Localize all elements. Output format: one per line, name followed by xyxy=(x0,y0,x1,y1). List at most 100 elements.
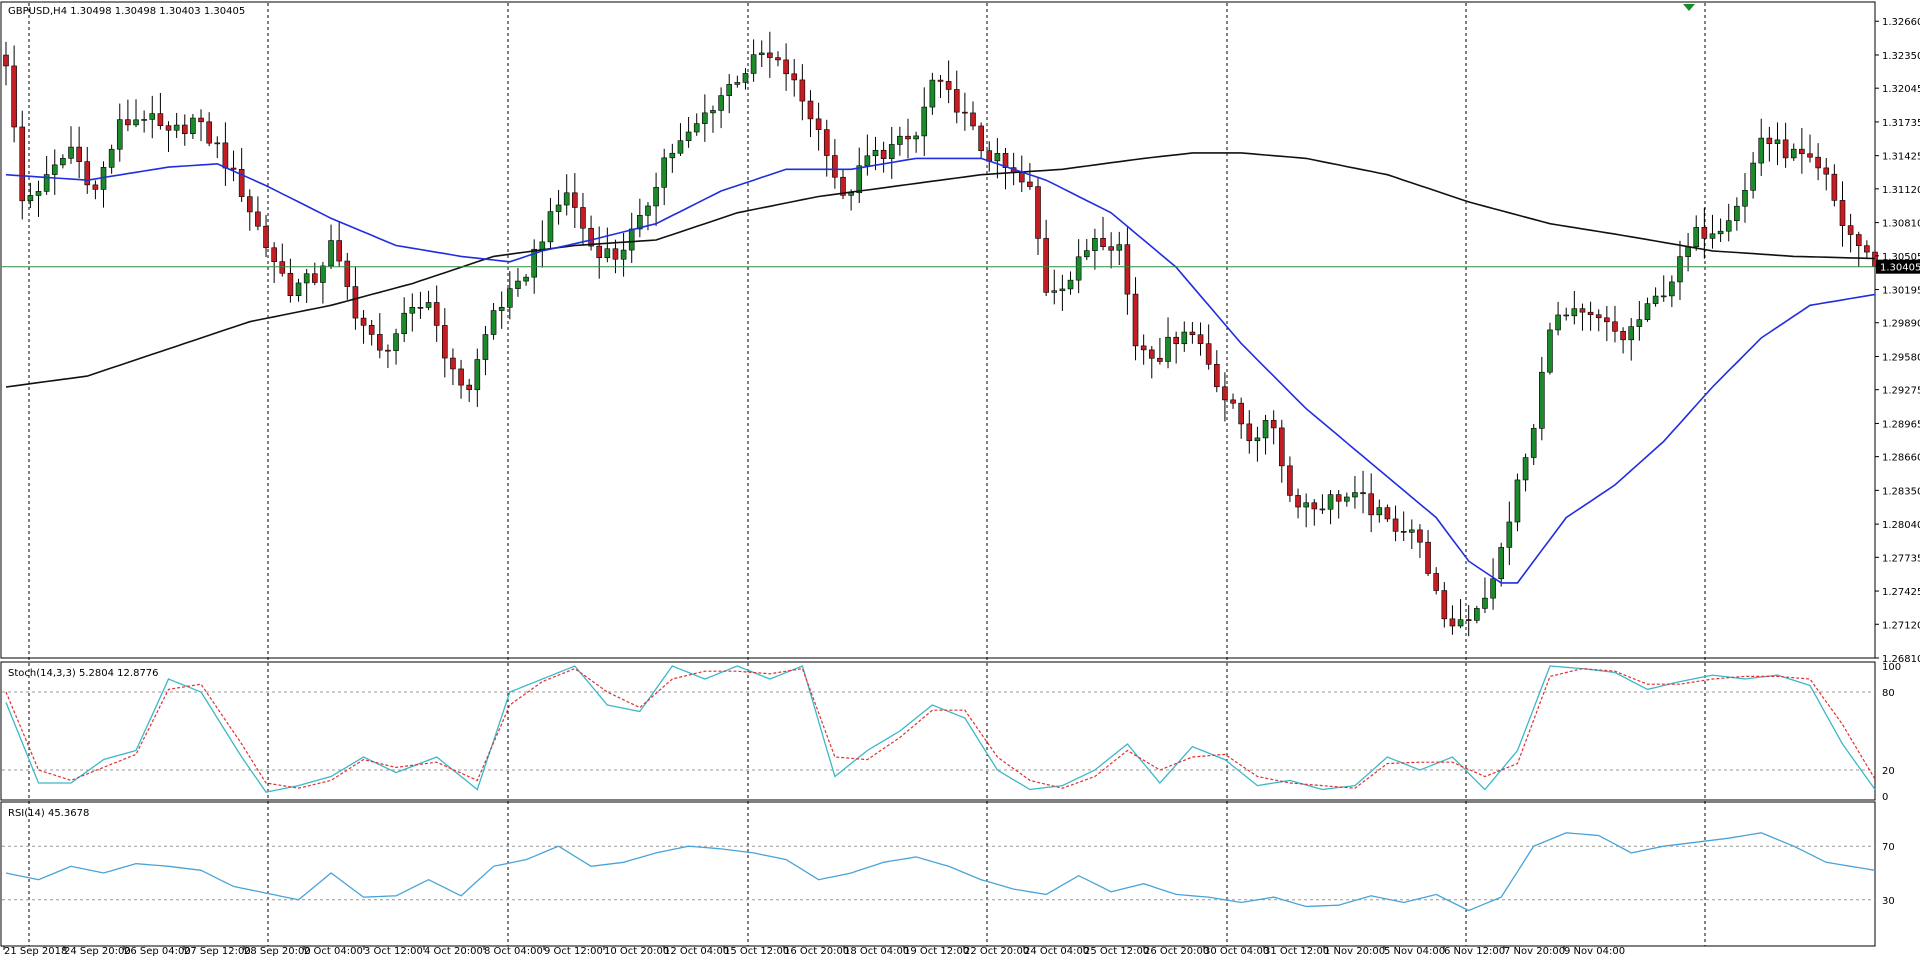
candlestick[interactable] xyxy=(1449,605,1456,635)
candlestick[interactable] xyxy=(442,308,448,378)
candlestick[interactable] xyxy=(620,232,627,277)
candlestick[interactable] xyxy=(1774,122,1781,166)
candlestick[interactable] xyxy=(905,118,911,159)
candlestick[interactable] xyxy=(271,242,277,283)
candlestick[interactable] xyxy=(1213,350,1220,393)
candlestick[interactable] xyxy=(1392,505,1399,542)
candlestick[interactable] xyxy=(1043,219,1049,296)
candlestick[interactable] xyxy=(1815,143,1821,181)
candlestick[interactable] xyxy=(1652,287,1659,307)
candlestick[interactable] xyxy=(823,119,830,177)
candlestick[interactable] xyxy=(1287,456,1293,503)
candlestick[interactable] xyxy=(693,113,700,136)
candlestick[interactable] xyxy=(775,51,781,67)
candlestick[interactable] xyxy=(953,70,960,124)
candlestick[interactable] xyxy=(1539,356,1545,441)
candlestick[interactable] xyxy=(840,169,846,200)
candlestick[interactable] xyxy=(157,93,164,130)
candlestick[interactable] xyxy=(572,173,578,228)
candlestick[interactable] xyxy=(385,344,391,369)
candlestick[interactable] xyxy=(1587,301,1594,331)
candlestick[interactable] xyxy=(336,222,342,267)
candlestick[interactable] xyxy=(1758,118,1765,177)
candlestick[interactable] xyxy=(482,325,489,376)
candlestick[interactable] xyxy=(604,227,611,263)
candlestick[interactable] xyxy=(1319,494,1326,514)
candlestick[interactable] xyxy=(433,285,440,342)
candlestick[interactable] xyxy=(1327,490,1334,525)
candlestick[interactable] xyxy=(3,41,9,86)
candlestick[interactable] xyxy=(1303,493,1309,528)
candlestick[interactable] xyxy=(1750,152,1756,199)
candlestick[interactable] xyxy=(43,156,50,195)
candlestick[interactable] xyxy=(246,189,253,231)
candlestick[interactable] xyxy=(1148,346,1155,379)
candlestick[interactable] xyxy=(547,197,554,250)
candlestick[interactable] xyxy=(1831,164,1838,207)
candlestick[interactable] xyxy=(1620,327,1626,354)
candlestick[interactable] xyxy=(1522,453,1529,492)
candlestick[interactable] xyxy=(1051,269,1058,305)
candlestick[interactable] xyxy=(897,126,903,156)
candlestick[interactable] xyxy=(1823,158,1830,191)
candlestick[interactable] xyxy=(1693,215,1700,251)
candlestick[interactable] xyxy=(19,110,26,220)
candlestick[interactable] xyxy=(1124,227,1131,315)
candlestick[interactable] xyxy=(230,150,237,182)
candlestick[interactable] xyxy=(1059,274,1066,311)
candlestick[interactable] xyxy=(970,101,976,131)
candlestick[interactable] xyxy=(1709,214,1716,249)
candlestick[interactable] xyxy=(1092,228,1098,270)
candlestick[interactable] xyxy=(1790,143,1797,161)
candlestick[interactable] xyxy=(1157,337,1163,365)
candlestick[interactable] xyxy=(141,110,147,133)
candlestick[interactable] xyxy=(685,117,692,148)
candlestick[interactable] xyxy=(1400,511,1407,542)
candlestick[interactable] xyxy=(1847,213,1854,253)
candlestick[interactable] xyxy=(287,258,294,303)
candlestick[interactable] xyxy=(133,99,139,128)
candlestick[interactable] xyxy=(515,268,521,297)
candlestick[interactable] xyxy=(1311,499,1318,526)
candlestick[interactable] xyxy=(1197,322,1204,356)
candlestick[interactable] xyxy=(1409,519,1415,549)
rsi-panel[interactable] xyxy=(5,832,1876,912)
candlestick[interactable] xyxy=(1465,605,1472,637)
candlestick[interactable] xyxy=(864,134,871,176)
candlestick[interactable] xyxy=(1514,473,1521,532)
candlestick[interactable] xyxy=(815,102,822,151)
price-panel[interactable] xyxy=(2,31,1878,637)
candlestick[interactable] xyxy=(1644,297,1651,322)
candlestick[interactable] xyxy=(425,290,432,311)
candlestick[interactable] xyxy=(1002,147,1009,190)
candlestick[interactable] xyxy=(490,303,497,340)
candlestick[interactable] xyxy=(1238,397,1244,439)
candlestick[interactable] xyxy=(35,180,42,217)
candlestick[interactable] xyxy=(116,103,123,162)
candlestick[interactable] xyxy=(108,144,115,174)
candlestick[interactable] xyxy=(1181,321,1188,352)
candlestick[interactable] xyxy=(929,72,936,115)
candlestick[interactable] xyxy=(263,215,269,258)
candlestick[interactable] xyxy=(376,313,383,359)
candlestick[interactable] xyxy=(450,348,456,386)
candlestick[interactable] xyxy=(303,268,310,303)
candlestick[interactable] xyxy=(1254,426,1261,462)
candlestick[interactable] xyxy=(198,109,204,142)
candlestick[interactable] xyxy=(710,105,716,133)
candlestick[interactable] xyxy=(1441,582,1448,628)
candlestick[interactable] xyxy=(165,121,172,153)
candlestick[interactable] xyxy=(190,113,196,140)
candlestick[interactable] xyxy=(1360,470,1366,514)
candlestick[interactable] xyxy=(1132,277,1139,361)
candlestick[interactable] xyxy=(1742,173,1748,223)
candlestick[interactable] xyxy=(1262,414,1269,455)
candlestick[interactable] xyxy=(1855,231,1862,267)
candlestick[interactable] xyxy=(921,87,928,157)
candlestick[interactable] xyxy=(1498,542,1504,587)
candlestick[interactable] xyxy=(1734,197,1740,231)
candlestick[interactable] xyxy=(1295,488,1301,519)
trade-marker-icon[interactable] xyxy=(1683,4,1695,11)
candlestick[interactable] xyxy=(181,114,188,146)
